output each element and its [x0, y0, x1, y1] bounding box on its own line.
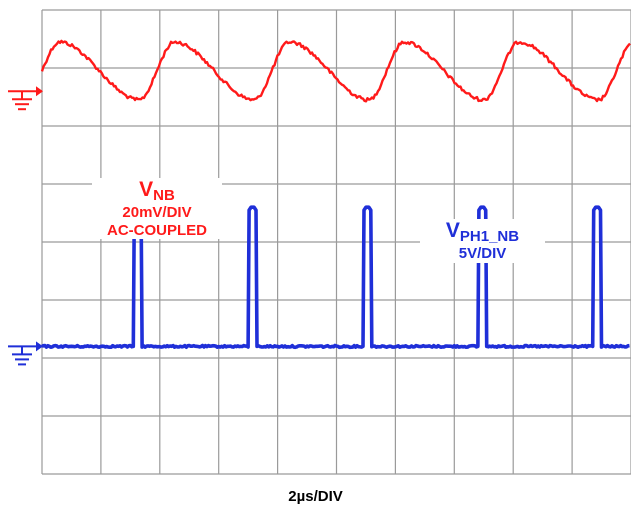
trace-label-vnb: VNB 20mV/DIV AC-COUPLED — [92, 178, 222, 239]
x-axis-timebase-label: 2µs/DIV — [288, 488, 343, 505]
vph1nb-symbol: V — [445, 219, 460, 242]
vnb-subscript: NB — [153, 187, 175, 204]
ground-marker-vnb — [8, 86, 43, 111]
vph1nb-subscript: PH1_NB — [459, 228, 520, 245]
vnb-symbol: V — [139, 178, 154, 201]
trace-label-vph1nb: VPH1_NB 5V/DIV — [420, 219, 545, 263]
ground-marker-vph1nb — [8, 341, 43, 366]
trace-vnb — [40, 39, 631, 103]
ground-marker-arrow — [36, 341, 43, 352]
ground-markers — [8, 86, 43, 366]
ground-marker-arrow — [36, 86, 43, 97]
vnb-scale: 20mV/DIV — [122, 204, 192, 222]
vnb-coupling: AC-COUPLED — [107, 221, 207, 239]
vph1nb-scale: 5V/DIV — [458, 245, 507, 263]
scope-grid — [41, 9, 631, 475]
